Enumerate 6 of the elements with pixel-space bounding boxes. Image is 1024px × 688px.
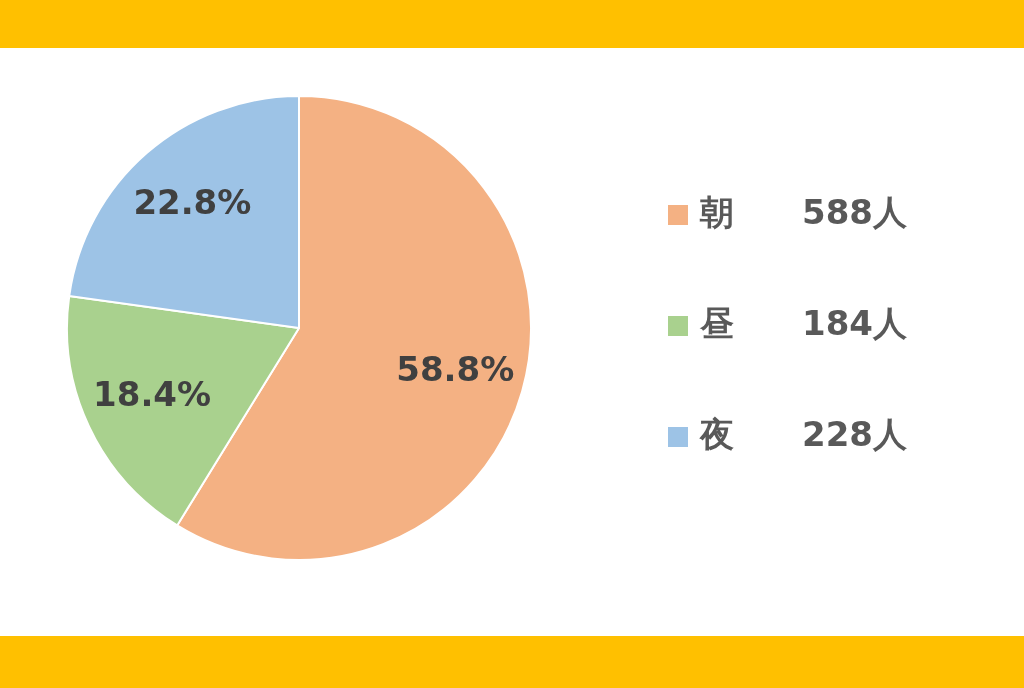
data-label: 18.4%: [93, 373, 212, 414]
data-label: 22.8%: [133, 182, 252, 223]
legend-label: 夜 228人: [699, 413, 908, 454]
legend-label: 昼 184人: [699, 302, 908, 343]
data-label: 58.8%: [396, 349, 515, 390]
legend-label: 朝 588人: [699, 191, 908, 232]
